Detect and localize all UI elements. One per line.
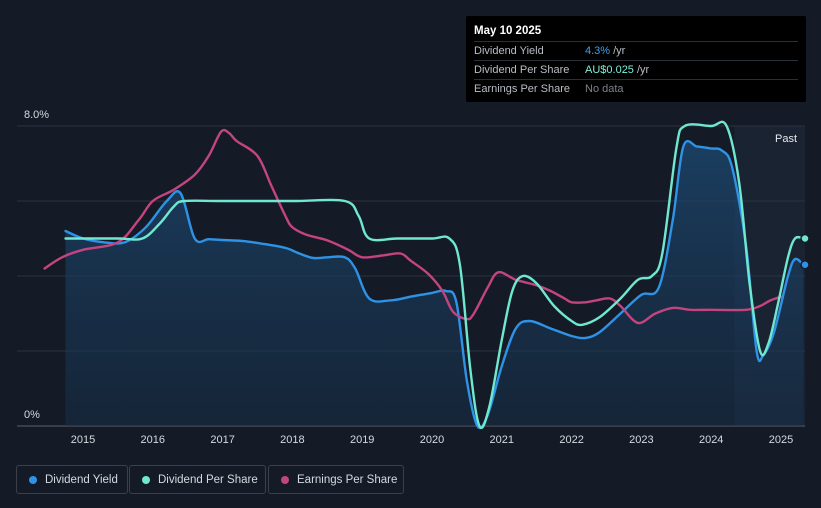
tooltip-label: Dividend Yield (474, 45, 544, 57)
series-line-dividend-yield (64, 139, 805, 430)
x-tick-label: 2025 (769, 434, 793, 446)
tooltip: May 10 2025 Dividend Yield 4.3% /yr Divi… (466, 16, 806, 102)
tooltip-value: AU$0.025 (585, 64, 634, 76)
axis-labels: 8.0% 0% 2015 2016 2017 2018 2019 2020 2021 2022 20… (24, 109, 793, 446)
tooltip-row-earnings-per-share: Earnings Per Share No data (474, 79, 798, 98)
legend-dot-icon (142, 475, 150, 484)
legend-dot-icon (281, 475, 289, 484)
tooltip-unit: /yr (613, 45, 626, 57)
tooltip-value: No data (585, 83, 624, 95)
series-area-dividend-yield (65, 141, 804, 429)
legend-dot-icon (29, 475, 37, 484)
y-axis-label-top: 8.0% (24, 109, 49, 121)
x-tick-label: 2023 (629, 434, 653, 446)
tooltip-unit: /yr (636, 64, 650, 76)
series-end-marker-dividend-per-share (800, 233, 810, 244)
legend-label: Dividend Yield (45, 473, 118, 486)
x-tick-label: 2018 (280, 434, 304, 446)
tooltip-label: Earnings Per Share (474, 83, 570, 95)
x-tick-label: 2024 (699, 434, 723, 446)
series-layer (43, 120, 810, 430)
series-line-dividend-per-share (64, 120, 805, 429)
series-line-earnings-per-share (43, 128, 783, 325)
legend-dividend-yield[interactable]: Dividend Yield (16, 465, 128, 494)
tooltip-value: 4.3% (585, 45, 611, 57)
past-label: Past (775, 133, 797, 145)
x-tick-label: 2015 (71, 434, 95, 446)
x-tick-label: 2016 (141, 434, 165, 446)
x-tick-label: 2022 (559, 434, 583, 446)
x-tick-label: 2021 (490, 434, 514, 446)
legend-label: Earnings Per Share (297, 473, 398, 486)
legend-label: Dividend Per Share (158, 473, 258, 486)
x-tick-label: 2020 (420, 434, 444, 446)
legend-earnings-per-share[interactable]: Earnings Per Share (268, 465, 404, 494)
x-tick-label: 2019 (350, 434, 374, 446)
y-axis-label-bottom: 0% (24, 409, 40, 421)
x-tick-label: 2017 (210, 434, 234, 446)
tooltip-row-dividend-per-share: Dividend Per Share AU$0.025 /yr (474, 60, 798, 79)
legend-dividend-per-share[interactable]: Dividend Per Share (129, 465, 266, 494)
tooltip-row-dividend-yield: Dividend Yield 4.3% /yr (474, 41, 798, 60)
tooltip-date: May 10 2025 (474, 25, 542, 37)
tooltip-label: Dividend Per Share (474, 64, 570, 76)
series-end-marker-dividend-yield (800, 260, 810, 270)
